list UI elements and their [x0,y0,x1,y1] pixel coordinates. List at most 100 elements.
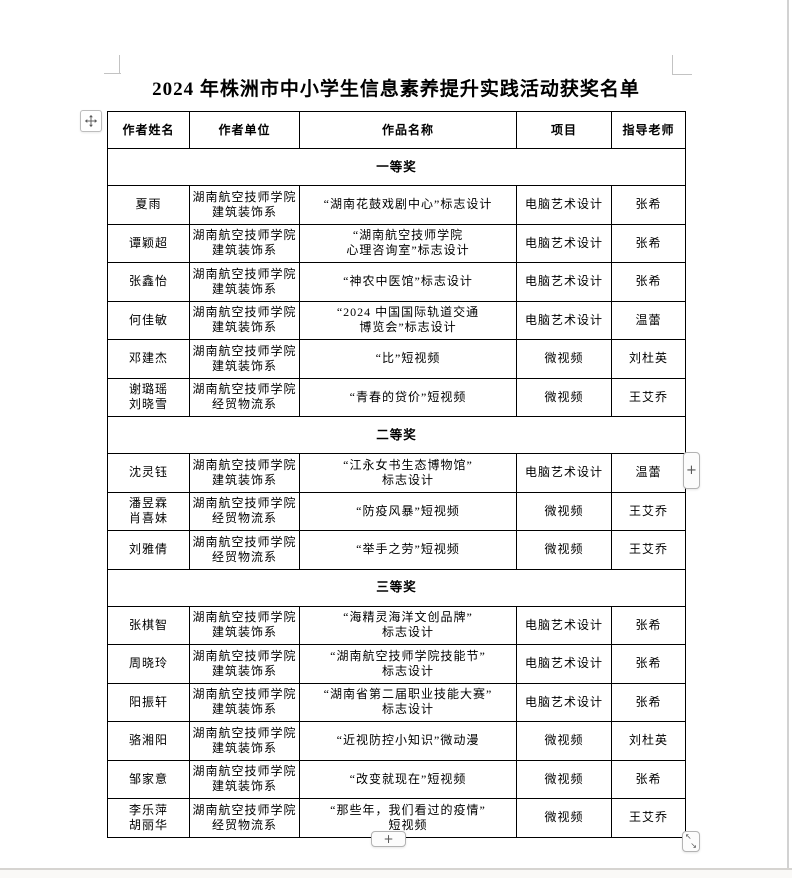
cell-teacher[interactable]: 王艾乔 [611,491,686,531]
cell-author-unit[interactable]: 湖南航空技师学院 建筑装饰系 [189,223,300,263]
table-resize-handle[interactable]: ↖ ↘ [682,831,700,852]
cell-author-name[interactable]: 邓建杰 [107,339,190,379]
cell-work-title[interactable]: “湖南省第二届职业技能大赛” 标志设计 [299,682,517,722]
cell-author-unit[interactable]: 湖南航空技师学院 经贸物流系 [189,491,300,531]
table-row: 刘雅倩 湖南航空技师学院 经贸物流系 “举手之劳”短视频 微视频 王艾乔 [107,530,686,570]
cell-teacher[interactable]: 张希 [611,605,686,645]
cell-work-title[interactable]: “那些年，我们看过的疫情” 短视频 [299,798,517,838]
cell-author-unit[interactable]: 湖南航空技师学院 建筑装饰系 [189,262,300,302]
cell-work-title[interactable]: “防疫风暴”短视频 [299,491,517,531]
cell-author-unit[interactable]: 湖南航空技师学院 建筑装饰系 [189,185,300,225]
cell-project[interactable]: 电脑艺术设计 [516,644,612,684]
cell-author-unit[interactable]: 湖南航空技师学院 经贸物流系 [189,530,300,570]
add-column-button[interactable]: + [683,452,700,489]
cell-project[interactable]: 电脑艺术设计 [516,453,612,493]
cell-author-name[interactable]: 阳振轩 [107,682,190,722]
header-cell[interactable]: 项目 [516,111,612,149]
cell-work-title[interactable]: “改变就现在”短视频 [299,759,517,799]
cell-author-name[interactable]: 邹家意 [107,759,190,799]
cell-author-unit[interactable]: 湖南航空技师学院 建筑装饰系 [189,300,300,340]
cell-project[interactable]: 电脑艺术设计 [516,300,612,340]
section-label-cell[interactable]: 二等奖 [107,416,686,454]
cell-author-unit[interactable]: 湖南航空技师学院 建筑装饰系 [189,453,300,493]
cell-project[interactable]: 微视频 [516,759,612,799]
section-label-cell[interactable]: 三等奖 [107,568,686,607]
cell-project[interactable]: 微视频 [516,339,612,379]
move-arrows-icon [84,114,98,128]
cell-project[interactable]: 电脑艺术设计 [516,262,612,302]
cell-work-title[interactable]: “比”短视频 [299,339,517,379]
header-cell[interactable]: 作者单位 [189,111,300,149]
cell-project[interactable]: 电脑艺术设计 [516,185,612,225]
cell-work-title[interactable]: “江永女书生态博物馆” 标志设计 [299,453,517,493]
table-row: 李乐萍 胡丽华 湖南航空技师学院 经贸物流系 “那些年，我们看过的疫情” 短视频 微视频 王艾… [107,798,686,838]
cell-author-unit[interactable]: 湖南航空技师学院 建筑装饰系 [189,759,300,799]
table-row: 沈灵钰 湖南航空技师学院 建筑装饰系 “江永女书生态博物馆” 标志设计 电脑艺术设计 温蕾 [107,453,686,493]
cell-work-title[interactable]: “湖南航空技师学院 心理咨询室”标志设计 [299,223,517,263]
cell-project[interactable]: 微视频 [516,491,612,531]
cell-author-name[interactable]: 张棋智 [107,605,190,645]
cell-work-title[interactable]: “2024 中国国际轨道交通 博览会”标志设计 [299,300,517,340]
cell-author-unit[interactable]: 湖南航空技师学院 经贸物流系 [189,377,300,417]
cell-teacher[interactable]: 王艾乔 [611,377,686,417]
cell-project[interactable]: 微视频 [516,530,612,570]
table-move-handle[interactable] [80,110,102,132]
table-row: 夏雨 湖南航空技师学院 建筑装饰系 “湖南花鼓戏剧中心”标志设计 电脑艺术设计 张希 [107,185,686,225]
cell-work-title[interactable]: “湖南航空技师学院技能节” 标志设计 [299,644,517,684]
cell-author-name[interactable]: 刘雅倩 [107,530,190,570]
cell-teacher[interactable]: 张希 [611,644,686,684]
cell-author-unit[interactable]: 湖南航空技师学院 建筑装饰系 [189,682,300,722]
cell-author-unit[interactable]: 湖南航空技师学院 建筑装饰系 [189,721,300,761]
cell-author-name[interactable]: 周晓玲 [107,644,190,684]
cell-teacher[interactable]: 张希 [611,759,686,799]
cell-author-unit[interactable]: 湖南航空技师学院 建筑装饰系 [189,644,300,684]
document-title[interactable]: 2024 年株洲市中小学生信息素养提升实践活动获奖名单 [152,79,640,100]
table-row: 阳振轩 湖南航空技师学院 建筑装饰系 “湖南省第二届职业技能大赛” 标志设计 电脑艺术设计… [107,682,686,722]
section-row: 二等奖 [107,416,686,454]
section-label-cell[interactable]: 一等奖 [107,148,686,186]
cell-project[interactable]: 电脑艺术设计 [516,605,612,645]
table-row: 周晓玲 湖南航空技师学院 建筑装饰系 “湖南航空技师学院技能节” 标志设计 电脑艺术设计张… [107,644,686,684]
cell-work-title[interactable]: “海精灵海洋文创品牌” 标志设计 [299,605,517,645]
cell-author-unit[interactable]: 湖南航空技师学院 建筑装饰系 [189,339,300,379]
cell-teacher[interactable]: 张希 [611,682,686,722]
cell-author-name[interactable]: 夏雨 [107,185,190,225]
cell-teacher[interactable]: 王艾乔 [611,798,686,838]
cell-teacher[interactable]: 刘杜英 [611,721,686,761]
cell-teacher[interactable]: 张希 [611,223,686,263]
cell-project[interactable]: 微视频 [516,721,612,761]
cell-author-name[interactable]: 骆湘阳 [107,721,190,761]
cell-work-title[interactable]: “青春的贷价”短视频 [299,377,517,417]
cell-author-name[interactable]: 谭颖超 [107,223,190,263]
cell-author-unit[interactable]: 湖南航空技师学院 建筑装饰系 [189,605,300,645]
cell-teacher[interactable]: 张希 [611,262,686,302]
cell-work-title[interactable]: “湖南花鼓戏剧中心”标志设计 [299,185,517,225]
add-row-button[interactable]: + [371,831,406,847]
cell-teacher[interactable]: 张希 [611,185,686,225]
cell-teacher[interactable]: 刘杜英 [611,339,686,379]
cell-teacher[interactable]: 温蕾 [611,453,686,493]
cell-project[interactable]: 电脑艺术设计 [516,223,612,263]
header-cell[interactable]: 指导老师 [611,111,686,149]
cell-work-title[interactable]: “神农中医馆”标志设计 [299,262,517,302]
table-header-row: 作者姓名 作者单位 作品名称 项目 指导老师 [107,111,686,149]
cell-author-name[interactable]: 何佳敏 [107,300,190,340]
cell-author-name[interactable]: 潘昱霖 肖喜妹 [107,491,190,531]
header-cell[interactable]: 作品名称 [299,111,517,149]
cell-author-unit[interactable]: 湖南航空技师学院 经贸物流系 [189,798,300,838]
cell-project[interactable]: 电脑艺术设计 [516,682,612,722]
table-row: 谢璐瑶 刘晓雪 湖南航空技师学院 经贸物流系 “青春的贷价”短视频 微视频 王艾乔 [107,377,686,417]
cell-project[interactable]: 微视频 [516,377,612,417]
cell-author-name[interactable]: 张鑫怡 [107,262,190,302]
arrow-down-right-icon: ↘ [690,841,697,850]
header-cell[interactable]: 作者姓名 [107,111,190,149]
cell-work-title[interactable]: “近视防控小知识”微动漫 [299,721,517,761]
cell-author-name[interactable]: 李乐萍 胡丽华 [107,798,190,838]
cell-project[interactable]: 微视频 [516,798,612,838]
cell-author-name[interactable]: 谢璐瑶 刘晓雪 [107,377,190,417]
cell-teacher[interactable]: 王艾乔 [611,530,686,570]
cell-author-name[interactable]: 沈灵钰 [107,453,190,493]
cell-work-title[interactable]: “举手之劳”短视频 [299,530,517,570]
cell-teacher[interactable]: 温蕾 [611,300,686,340]
